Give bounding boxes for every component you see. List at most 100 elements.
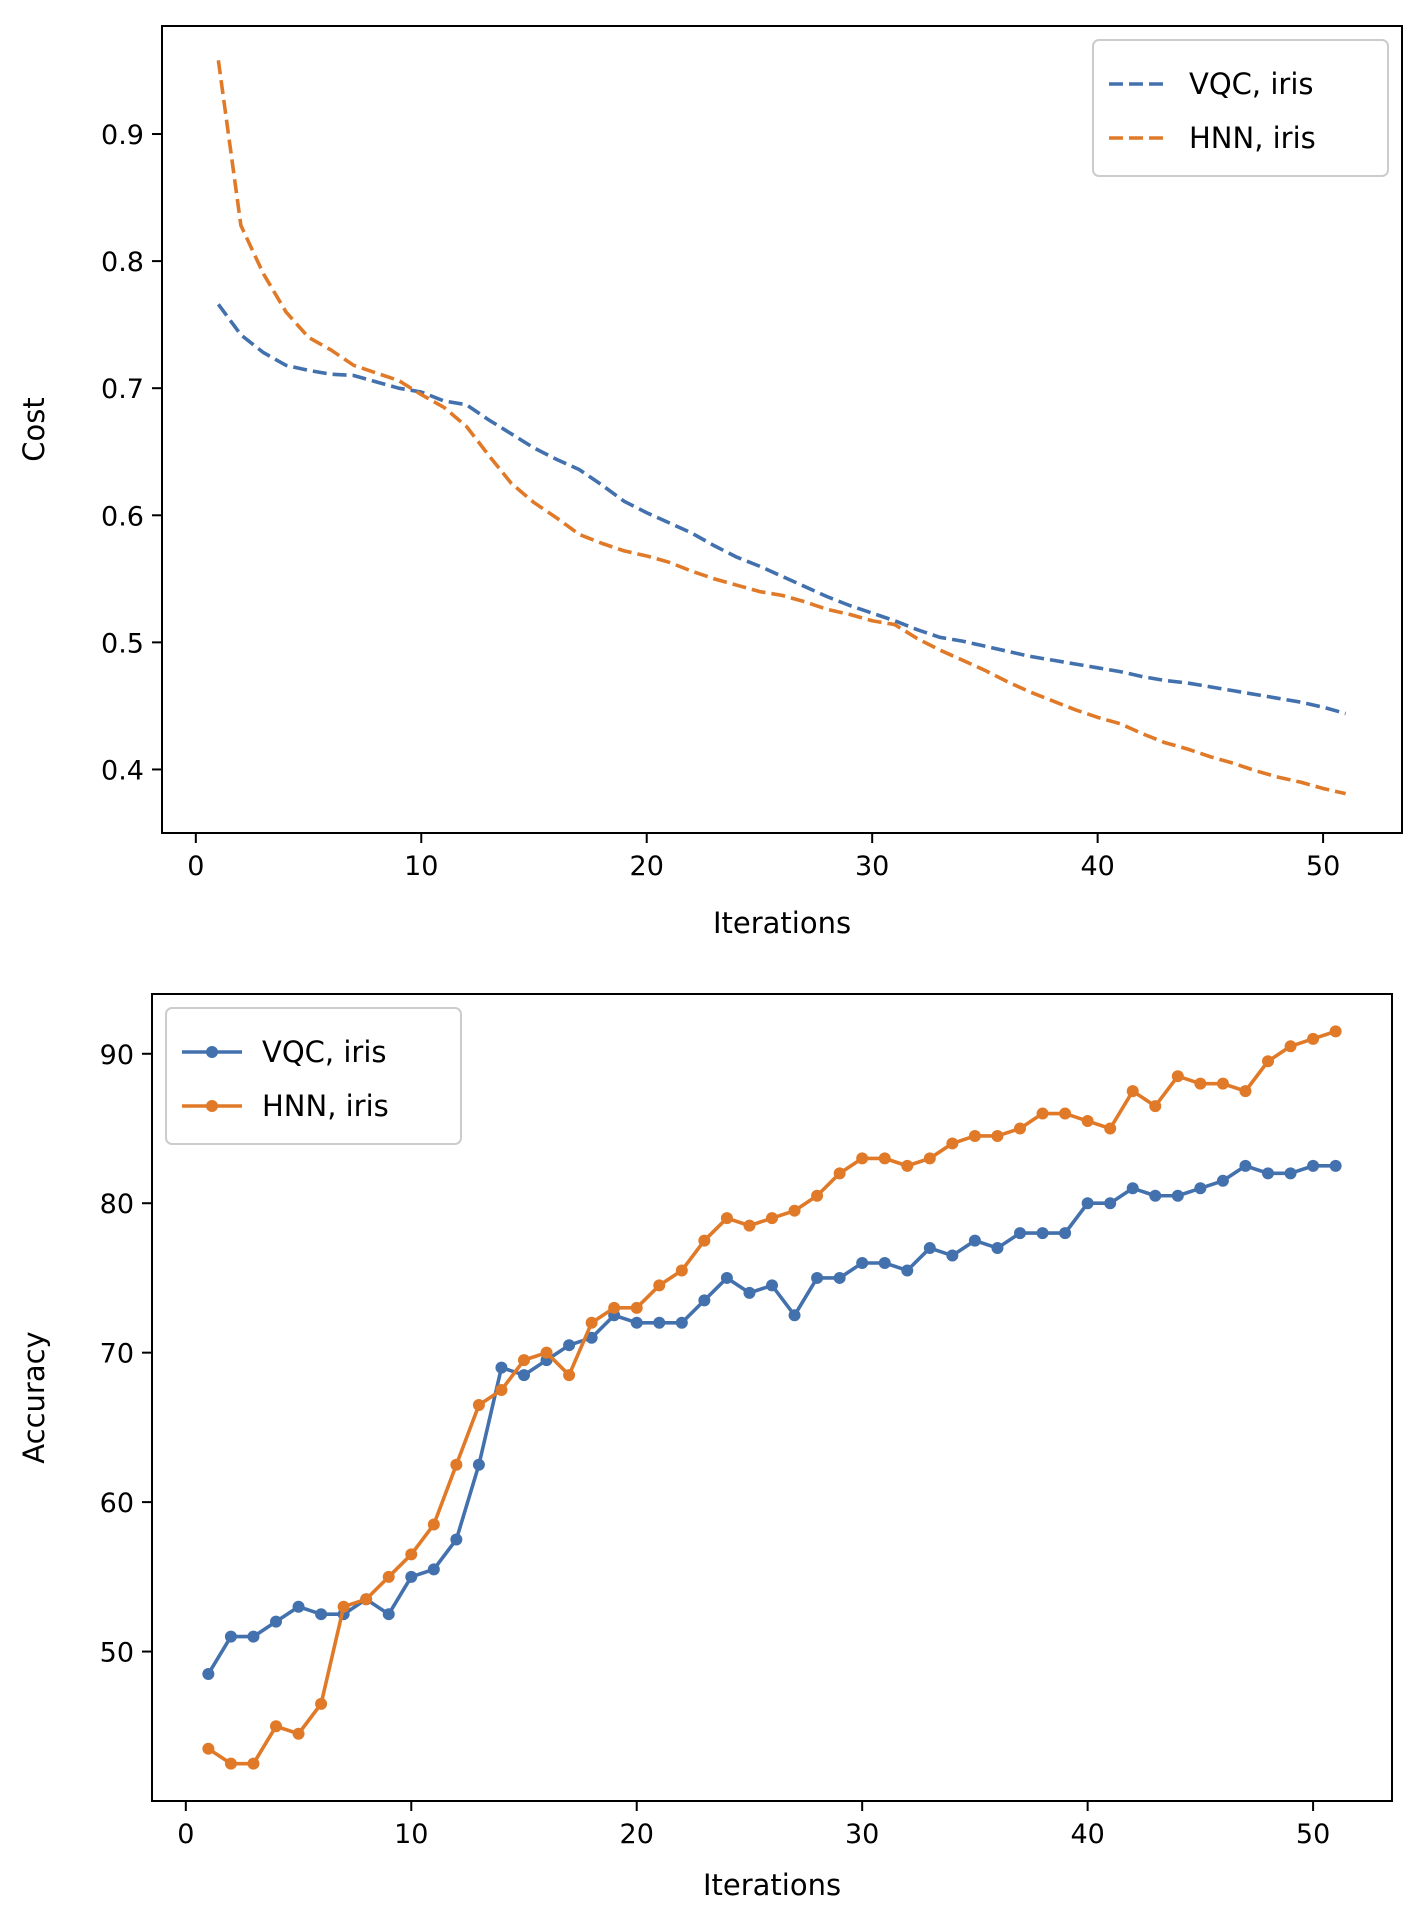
legend-label: VQC, iris	[1189, 67, 1314, 101]
data-point	[518, 1354, 530, 1367]
cost-chart: 0 10 20 30 40 50 0.4 0.5 0.6 0.7 0.8 0.9 Iterations C…	[17, 25, 1403, 940]
x-tick-label: 0	[187, 851, 204, 882]
legend-label: HNN, iris	[262, 1089, 389, 1123]
data-point	[630, 1316, 643, 1329]
data-point	[1262, 1167, 1274, 1180]
x-tick-label: 50	[1306, 851, 1340, 882]
data-point	[743, 1286, 756, 1299]
data-point	[991, 1129, 1004, 1142]
data-point	[901, 1264, 914, 1277]
data-point	[766, 1212, 778, 1225]
data-point	[811, 1189, 824, 1202]
data-point	[923, 1242, 936, 1255]
data-point	[337, 1600, 350, 1613]
data-point	[608, 1301, 621, 1314]
data-point	[788, 1309, 801, 1322]
data-point	[698, 1294, 711, 1307]
data-point	[247, 1630, 260, 1643]
data-point	[1081, 1115, 1094, 1128]
data-point	[495, 1384, 508, 1397]
y-tick-label: 0.7	[101, 374, 144, 405]
y-tick-label: 70	[100, 1339, 134, 1370]
data-point	[878, 1257, 891, 1269]
data-point	[1081, 1197, 1094, 1210]
data-point	[1329, 1159, 1342, 1172]
x-tick-label: 40	[1080, 851, 1114, 882]
data-point	[1262, 1055, 1274, 1068]
data-point	[1284, 1167, 1297, 1180]
x-axis-label: Iterations	[713, 906, 851, 940]
data-point	[1171, 1070, 1184, 1083]
data-point	[495, 1361, 508, 1374]
data-point	[878, 1152, 891, 1165]
data-point	[563, 1339, 576, 1352]
data-point	[991, 1242, 1004, 1255]
data-point	[450, 1533, 463, 1546]
legend: VQC, iris HNN, iris	[1092, 39, 1389, 177]
data-point	[270, 1720, 282, 1733]
data-point	[653, 1316, 666, 1329]
data-point	[1059, 1107, 1072, 1120]
data-point	[653, 1279, 666, 1292]
legend-label: HNN, iris	[1189, 121, 1316, 155]
legend-marker	[206, 1046, 218, 1058]
data-point	[923, 1152, 936, 1165]
x-tick-label: 20	[630, 851, 664, 882]
y-axis-label: Cost	[17, 397, 51, 461]
data-point	[1036, 1107, 1049, 1120]
data-point	[315, 1608, 328, 1621]
data-point	[224, 1630, 237, 1643]
data-point	[1216, 1174, 1229, 1187]
data-point	[1307, 1032, 1320, 1045]
y-tick-label: 0.5	[101, 628, 144, 659]
x-tick-label: 30	[845, 1819, 879, 1850]
data-point	[675, 1316, 688, 1329]
y-tick-label: 0.6	[101, 501, 144, 532]
data-point	[1239, 1085, 1252, 1098]
legend-marker	[206, 1100, 218, 1112]
x-axis-label: Iterations	[703, 1868, 841, 1902]
data-point	[1104, 1122, 1117, 1135]
legend-box	[165, 1007, 462, 1145]
data-point	[1239, 1159, 1252, 1172]
y-tick-label: 80	[100, 1189, 134, 1220]
data-point	[360, 1593, 373, 1606]
data-point	[833, 1271, 846, 1284]
y-tick-label: 0.4	[101, 755, 144, 786]
data-point	[247, 1757, 260, 1770]
y-tick-label: 60	[100, 1488, 134, 1519]
data-point	[518, 1369, 530, 1382]
data-point	[788, 1204, 801, 1217]
plot-frame	[161, 25, 1403, 834]
data-point	[585, 1316, 598, 1329]
data-point	[968, 1234, 981, 1247]
x-tick-label: 0	[177, 1819, 194, 1850]
data-point	[1194, 1077, 1207, 1090]
x-tick-label: 50	[1296, 1819, 1330, 1850]
series-line-hnn-iris	[216, 60, 1347, 796]
data-point	[1126, 1085, 1139, 1098]
data-point	[1014, 1227, 1026, 1240]
data-point	[743, 1219, 756, 1232]
data-point	[1059, 1227, 1072, 1240]
plot-frame	[151, 993, 1393, 1802]
data-point	[540, 1346, 553, 1359]
data-point	[427, 1518, 440, 1531]
y-tick-label: 0.8	[101, 247, 144, 278]
data-point	[766, 1279, 778, 1292]
data-point	[968, 1129, 981, 1142]
accuracy-chart: 0 10 20 30 40 50 50 60 70 80 90 Iterations Accuracy V…	[17, 993, 1393, 1902]
legend-label: VQC, iris	[262, 1035, 387, 1069]
data-point	[292, 1600, 305, 1613]
data-point	[382, 1608, 395, 1621]
data-point	[946, 1249, 959, 1262]
y-tick-label: 0.9	[101, 120, 144, 151]
data-point	[1036, 1227, 1049, 1240]
data-point	[1149, 1100, 1162, 1113]
x-tick-label: 20	[620, 1819, 654, 1850]
y-tick-label: 90	[100, 1040, 134, 1071]
x-tick-label: 10	[404, 851, 438, 882]
x-tick-label: 30	[855, 851, 889, 882]
data-point	[630, 1301, 643, 1314]
